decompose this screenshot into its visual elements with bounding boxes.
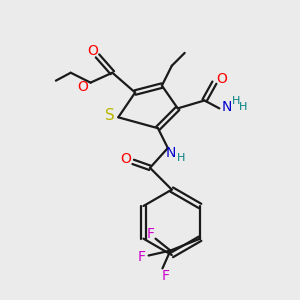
Text: O: O: [77, 80, 88, 94]
Text: H: H: [239, 102, 247, 112]
Text: S: S: [106, 108, 115, 123]
Text: F: F: [161, 269, 169, 283]
Text: H: H: [232, 97, 240, 106]
Text: N: N: [222, 100, 232, 114]
Text: O: O: [216, 72, 227, 86]
Text: O: O: [87, 44, 98, 58]
Text: O: O: [120, 152, 131, 166]
Text: F: F: [147, 227, 154, 241]
Text: N: N: [166, 146, 176, 160]
Text: H: H: [176, 153, 185, 163]
Text: F: F: [138, 250, 146, 265]
